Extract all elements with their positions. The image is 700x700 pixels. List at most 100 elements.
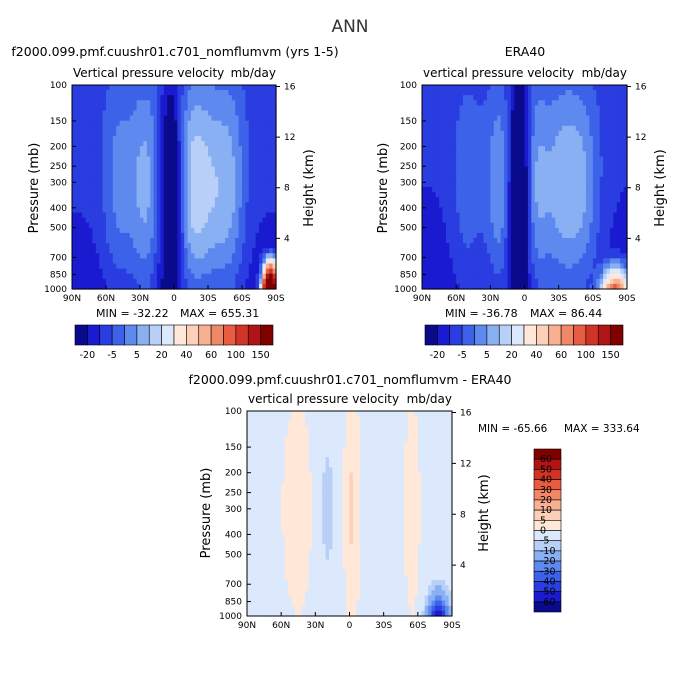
heatmap-cell [476,161,481,168]
heatmap-cell [613,141,618,147]
heatmap-cell [592,187,597,193]
heatmap-cell [568,115,573,122]
heatmap-cell [514,238,519,244]
heatmap-cell [623,258,628,265]
heatmap-cell [572,146,577,152]
heatmap-cell [116,181,121,188]
heatmap-cell [136,130,141,137]
heatmap-cell [126,283,131,290]
heatmap-cell [524,130,529,137]
heatmap-cell [432,192,437,198]
heatmap-cell [160,248,165,254]
heatmap-cell [507,202,512,208]
heatmap-cell [167,95,172,101]
heatmap-cell [445,258,450,265]
heatmap-cell [432,283,437,290]
heatmap-cell [221,105,226,112]
heatmap-cell [599,248,604,254]
colorbar-swatch [74,324,88,346]
heatmap-cell [445,85,450,91]
heatmap-cell [538,115,543,122]
heatmap-cell [428,181,433,188]
heatmap-cell [109,130,114,137]
heatmap-cell [439,146,444,152]
heatmap-cell [92,141,97,147]
heatmap-cell [106,248,110,254]
heatmap-cell [504,273,509,280]
heatmap-cell [582,207,587,214]
heatmap-cell [445,146,450,152]
heatmap-cell [497,192,502,198]
heatmap-cell [85,166,90,173]
heatmap-cell [616,217,621,224]
heatmap-cell [507,156,512,163]
heatmap-cell [466,181,471,188]
heatmap-cell [609,222,614,229]
heatmap-cell [140,248,144,254]
heatmap-cell [231,181,236,188]
heatmap-cell [177,222,182,229]
heatmap-cell [150,130,155,137]
heatmap-cell [514,202,519,208]
heatmap-cell [116,166,121,173]
heatmap-cell [449,258,454,265]
heatmap-cell [579,141,584,147]
heatmap-cell [439,232,444,239]
heatmap-cell [620,273,625,280]
heatmap-cell [252,90,257,96]
heatmap-cell [150,156,155,163]
heatmap-cell [425,90,430,96]
heatmap-cell [609,217,614,224]
heatmap-cell [208,95,212,101]
heatmap-cell [510,217,515,224]
heatmap-cell [157,283,161,290]
heatmap-cell [112,161,117,168]
heatmap-cell [551,136,556,142]
y-tick-label: 150 [400,117,417,127]
heatmap-cell [456,187,461,193]
heatmap-cell [493,212,498,219]
heatmap-cell [565,181,570,188]
heatmap-cell [177,95,182,101]
heatmap-cell [78,146,83,152]
heatmap-cell [218,202,223,208]
heatmap-cell [252,212,257,219]
heatmap-cell [432,207,437,214]
heatmap-cell [211,248,216,254]
heatmap-cell [245,217,250,224]
heatmap-cell [469,90,474,96]
heatmap-cell [500,278,505,285]
heatmap-cell [592,243,597,249]
heatmap-cell [180,95,185,101]
heatmap-cell [204,232,209,239]
heatmap-cell [150,85,155,91]
heatmap-cell [527,110,532,117]
heatmap-cell [242,156,246,163]
heatmap-cell [218,151,223,157]
heatmap-cell [603,156,608,163]
heatmap-cell [463,268,468,275]
heatmap-cell [422,273,427,280]
heatmap-cell [504,136,509,142]
heatmap-cell [510,151,515,157]
heatmap-cell [160,273,165,280]
heatmap-cell [262,258,267,265]
heatmap-cell [500,217,505,224]
heatmap-cell [167,212,172,219]
heatmap-cell [586,95,591,101]
heatmap-cell [235,263,240,270]
heatmap-cell [517,248,522,254]
heatmap-cell [432,187,437,193]
heatmap-cell [568,110,573,117]
heatmap-cell [211,232,216,239]
heatmap-cell [565,207,570,214]
heatmap-cell [119,181,124,188]
heatmap-cell [531,197,536,203]
heatmap-cell [153,278,158,285]
heatmap-cell [456,253,461,259]
heatmap-cell [568,90,573,96]
heatmap-cell [562,161,567,168]
heatmap-cell [596,268,601,275]
heatmap-cell [476,136,481,142]
heatmap-cell [579,105,584,112]
